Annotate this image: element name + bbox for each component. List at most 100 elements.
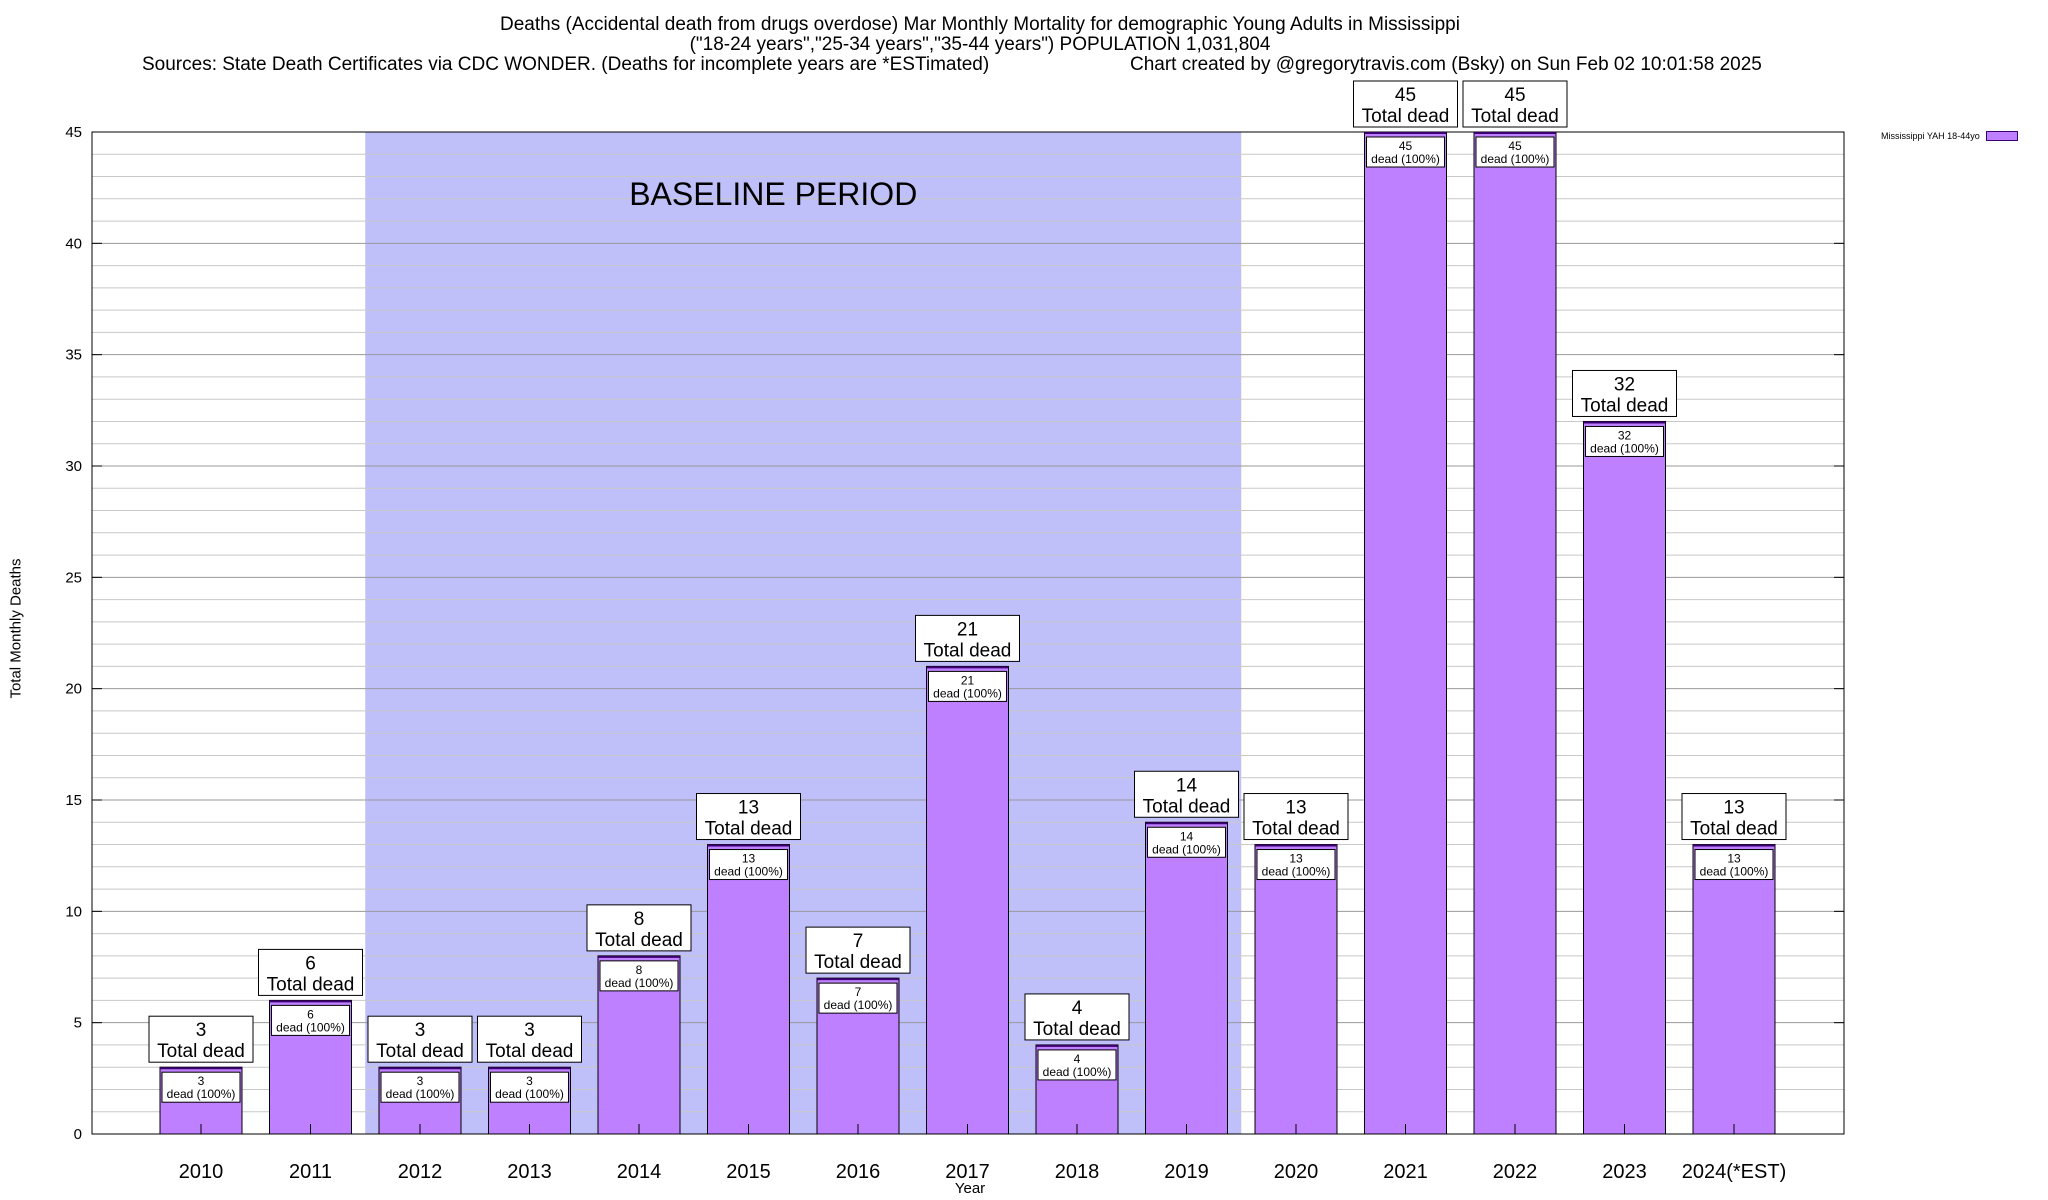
bar (1692, 844, 1776, 1135)
inner-label-box (380, 1071, 460, 1103)
legend-swatch (1985, 131, 2018, 141)
total-label-box (1353, 80, 1458, 128)
total-label-text: Total dead (924, 640, 1012, 661)
x-tick-label: 2014 (617, 1161, 662, 1183)
total-label-text: Total dead (1471, 106, 1559, 127)
inner-label-text: dead (100%) (1262, 865, 1331, 879)
total-label-value: 7 (853, 931, 864, 952)
bar (1583, 420, 1666, 1135)
inner-label-value: 32 (1618, 428, 1632, 442)
total-label-text: Total dead (157, 1041, 245, 1062)
total-label-text: Total dead (1033, 1019, 1121, 1040)
y-tick-label: 45 (65, 124, 82, 141)
total-label-value: 3 (524, 1020, 535, 1041)
total-label-box (586, 904, 692, 952)
inner-label-text: dead (100%) (495, 1087, 564, 1101)
total-label-value: 21 (957, 619, 978, 640)
legend: Mississippi YAH 18-44yo (1881, 131, 2018, 141)
total-label-text: Total dead (1690, 819, 1778, 840)
inner-label-value: 4 (1074, 1052, 1081, 1066)
inner-label-box (599, 960, 679, 992)
total-label-value: 13 (1723, 798, 1744, 819)
x-tick-label: 2016 (836, 1161, 881, 1183)
y-tick-label: 5 (74, 1015, 82, 1032)
bar (707, 844, 790, 1135)
total-label-value: 6 (305, 953, 316, 974)
inner-label-text: dead (100%) (1700, 865, 1769, 879)
total-label-text: Total dead (1252, 819, 1340, 840)
inner-label-text: dead (100%) (386, 1087, 455, 1101)
inner-label-box (1366, 136, 1445, 168)
total-label-box (1024, 993, 1130, 1041)
bar (1145, 821, 1228, 1135)
y-tick-label: 30 (65, 458, 82, 475)
x-tick-label: 2010 (179, 1161, 224, 1183)
chart-subtitle: ("18-24 years","25-34 years","35-44 year… (689, 34, 1271, 55)
y-tick-label: 20 (65, 681, 82, 698)
y-tick-label: 0 (74, 1126, 82, 1143)
inner-label-value: 3 (417, 1074, 424, 1088)
total-label-text: Total dead (1143, 796, 1231, 817)
inner-label-text: dead (100%) (933, 686, 1002, 700)
total-label-box (367, 1015, 473, 1063)
total-label-box (915, 614, 1020, 662)
inner-label-text: dead (100%) (1152, 842, 1221, 856)
total-label-text: Total dead (486, 1041, 574, 1062)
inner-label-value: 8 (636, 963, 643, 977)
inner-label-box (271, 1004, 350, 1036)
x-tick-label: 2024(*EST) (1682, 1161, 1787, 1183)
total-label-text: Total dead (1581, 395, 1669, 416)
inner-label-box (709, 849, 788, 881)
total-label-text: Total dead (705, 819, 793, 840)
inner-label-value: 3 (526, 1074, 533, 1088)
y-tick-label: 35 (65, 347, 82, 364)
inner-label-text: dead (100%) (824, 998, 893, 1012)
x-tick-label: 2011 (289, 1161, 332, 1183)
x-tick-label: 2020 (1274, 1161, 1319, 1183)
total-label-box (1681, 793, 1787, 841)
inner-label-value: 45 (1399, 139, 1413, 153)
total-label-value: 13 (738, 798, 759, 819)
x-axis-label: Year (954, 1180, 986, 1197)
total-label-value: 14 (1176, 775, 1198, 796)
total-label-text: Total dead (1362, 106, 1450, 127)
total-label-box (477, 1015, 582, 1063)
inner-label-box (490, 1071, 569, 1103)
x-tick-label: 2018 (1055, 1161, 1100, 1183)
inner-label-box (1694, 849, 1774, 881)
inner-label-text: dead (100%) (1590, 441, 1659, 455)
inner-label-box (1256, 849, 1336, 881)
total-label-value: 45 (1504, 85, 1525, 106)
chart-title: Deaths (Accidental death from drugs over… (500, 14, 1460, 35)
inner-label-value: 45 (1508, 139, 1522, 153)
legend-label: Mississippi YAH 18-44yo (1881, 131, 1980, 141)
total-label-box (1243, 793, 1349, 841)
inner-label-text: dead (100%) (1043, 1065, 1112, 1079)
inner-label-box (1475, 136, 1555, 168)
total-label-text: Total dead (595, 930, 683, 951)
inner-label-value: 13 (1727, 852, 1741, 866)
inner-label-value: 14 (1180, 829, 1194, 843)
total-label-value: 4 (1072, 998, 1083, 1019)
y-tick-label: 10 (65, 903, 82, 920)
inner-label-value: 13 (742, 852, 756, 866)
total-label-value: 3 (196, 1020, 207, 1041)
inner-label-box (1585, 425, 1664, 457)
inner-label-value: 13 (1289, 852, 1303, 866)
total-label-value: 13 (1285, 798, 1306, 819)
bar (1364, 131, 1447, 1135)
x-tick-label: 2021 (1383, 1161, 1428, 1183)
inner-label-value: 21 (961, 673, 975, 687)
total-label-box (696, 793, 801, 841)
total-label-text: Total dead (376, 1041, 464, 1062)
total-label-box (148, 1015, 254, 1063)
x-tick-label: 2015 (726, 1161, 771, 1183)
y-tick-label: 15 (65, 792, 82, 809)
inner-label-value: 3 (198, 1074, 205, 1088)
total-label-value: 8 (634, 909, 645, 930)
bar (926, 665, 1009, 1135)
inner-label-value: 6 (307, 1007, 314, 1021)
inner-label-box (161, 1071, 241, 1103)
inner-label-value: 7 (855, 985, 862, 999)
